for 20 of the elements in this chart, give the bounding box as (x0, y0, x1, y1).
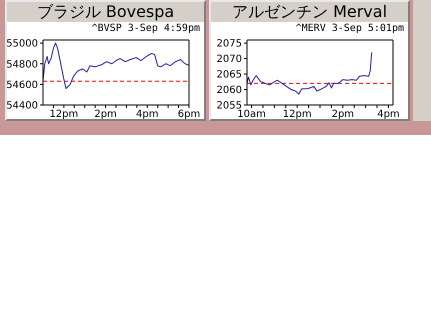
y-tick-label: 2065 (216, 70, 242, 81)
y-tick-label: 2070 (216, 54, 242, 66)
x-tick-label: 6pm (178, 109, 200, 120)
y-tick-label: 55000 (6, 38, 38, 50)
y-tick-label: 54400 (6, 100, 38, 112)
chart-subtitle: ^BVSP 3-Sep 4:59pm (90, 23, 201, 35)
chart-title: ブラジル Bovespa (7, 2, 204, 23)
chart-title: アルゼンチン Merval (211, 2, 408, 23)
x-tick-label: 12pm (49, 109, 78, 120)
x-tick-label: 2pm (332, 109, 354, 120)
y-tick-label: 54600 (6, 80, 38, 91)
x-tick-label: 4pm (136, 109, 159, 120)
x-tick-label: 10am (237, 109, 266, 120)
y-tick-label: 2075 (216, 38, 242, 50)
chart-subtitle: ^MERV 3-Sep 5:01pm (294, 23, 405, 35)
x-tick-label: 12pm (282, 109, 312, 120)
y-tick-label: 2060 (216, 85, 242, 96)
y-tick-label: 54800 (6, 59, 38, 70)
x-tick-label: 4pm (377, 109, 400, 120)
x-tick-label: 2pm (94, 109, 117, 120)
